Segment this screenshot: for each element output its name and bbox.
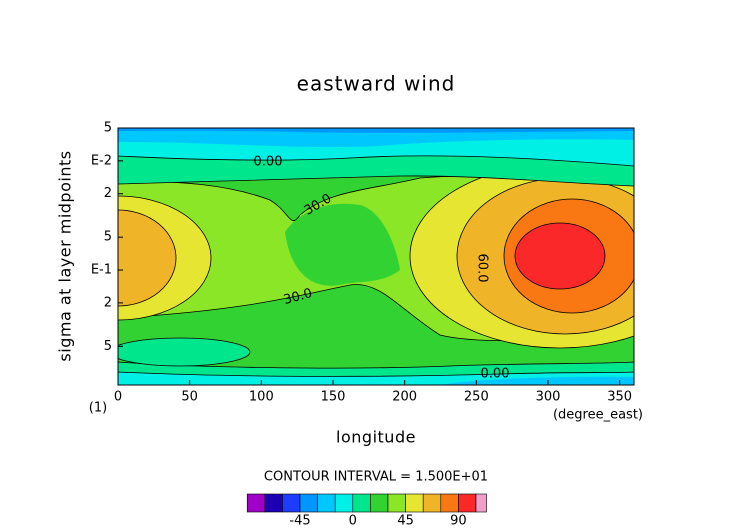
y-tick-label: 2 bbox=[104, 186, 112, 201]
colorbar-box bbox=[370, 493, 389, 513]
x-tick-label: 350 bbox=[607, 390, 632, 405]
colorbar-label: 90 bbox=[450, 514, 467, 529]
colorbar-box bbox=[334, 493, 354, 513]
colorbar-box bbox=[475, 493, 487, 513]
contour-label: 0.00 bbox=[254, 155, 283, 170]
contour-region bbox=[118, 337, 251, 367]
y-tick-label: E-2 bbox=[91, 153, 112, 168]
contour-interval: CONTOUR INTERVAL = 1.500E+01 bbox=[264, 470, 488, 485]
x-axis-label: longitude bbox=[336, 428, 416, 447]
colorbar-label: 45 bbox=[397, 514, 414, 529]
x-tick-label: 0 bbox=[114, 390, 122, 405]
x-tick-label: 250 bbox=[464, 390, 489, 405]
colorbar-box bbox=[317, 493, 336, 513]
colorbar-label: 0 bbox=[349, 514, 357, 529]
x-unit: (degree_east) bbox=[553, 408, 643, 423]
x-tick-label: 200 bbox=[392, 390, 417, 405]
x-tick-label: 150 bbox=[321, 390, 346, 405]
contour-region bbox=[118, 128, 634, 148]
contour-label: 60.0 bbox=[475, 254, 490, 283]
y-unit: (1) bbox=[89, 401, 107, 416]
colorbar-box bbox=[282, 493, 301, 513]
y-tick-label: 2 bbox=[104, 295, 112, 310]
y-tick-label: 5 bbox=[104, 121, 112, 136]
contour-region bbox=[118, 128, 634, 133]
contour-region bbox=[440, 376, 634, 385]
colorbar-box bbox=[458, 493, 477, 513]
x-tick-label: 50 bbox=[181, 390, 198, 405]
contour-label: 0.00 bbox=[481, 367, 510, 382]
colorbar-box bbox=[299, 493, 318, 513]
contour-region bbox=[514, 222, 606, 290]
x-tick-label: 100 bbox=[249, 390, 274, 405]
chart-title: eastward wind bbox=[297, 72, 456, 96]
colorbar-box bbox=[352, 493, 371, 513]
colorbar-label: -45 bbox=[289, 514, 310, 529]
contour-field bbox=[118, 128, 634, 385]
contour-region bbox=[118, 209, 177, 307]
colorbar-box bbox=[440, 493, 459, 513]
colorbar-box bbox=[264, 493, 283, 513]
y-tick-label: 5 bbox=[104, 339, 112, 354]
y-axis-label: sigma at layer midpoints bbox=[56, 150, 75, 361]
y-tick-label: 5 bbox=[104, 230, 112, 245]
contour-region bbox=[285, 203, 400, 286]
x-tick-label: 300 bbox=[536, 390, 561, 405]
contour-label: 30.0 bbox=[282, 286, 314, 308]
colorbar-box bbox=[246, 493, 266, 513]
y-tick-label: E-1 bbox=[91, 263, 112, 278]
colorbar-box bbox=[422, 493, 442, 513]
plot-frame bbox=[117, 127, 635, 386]
colorbar-box bbox=[387, 493, 406, 513]
colorbar-box bbox=[405, 493, 424, 513]
